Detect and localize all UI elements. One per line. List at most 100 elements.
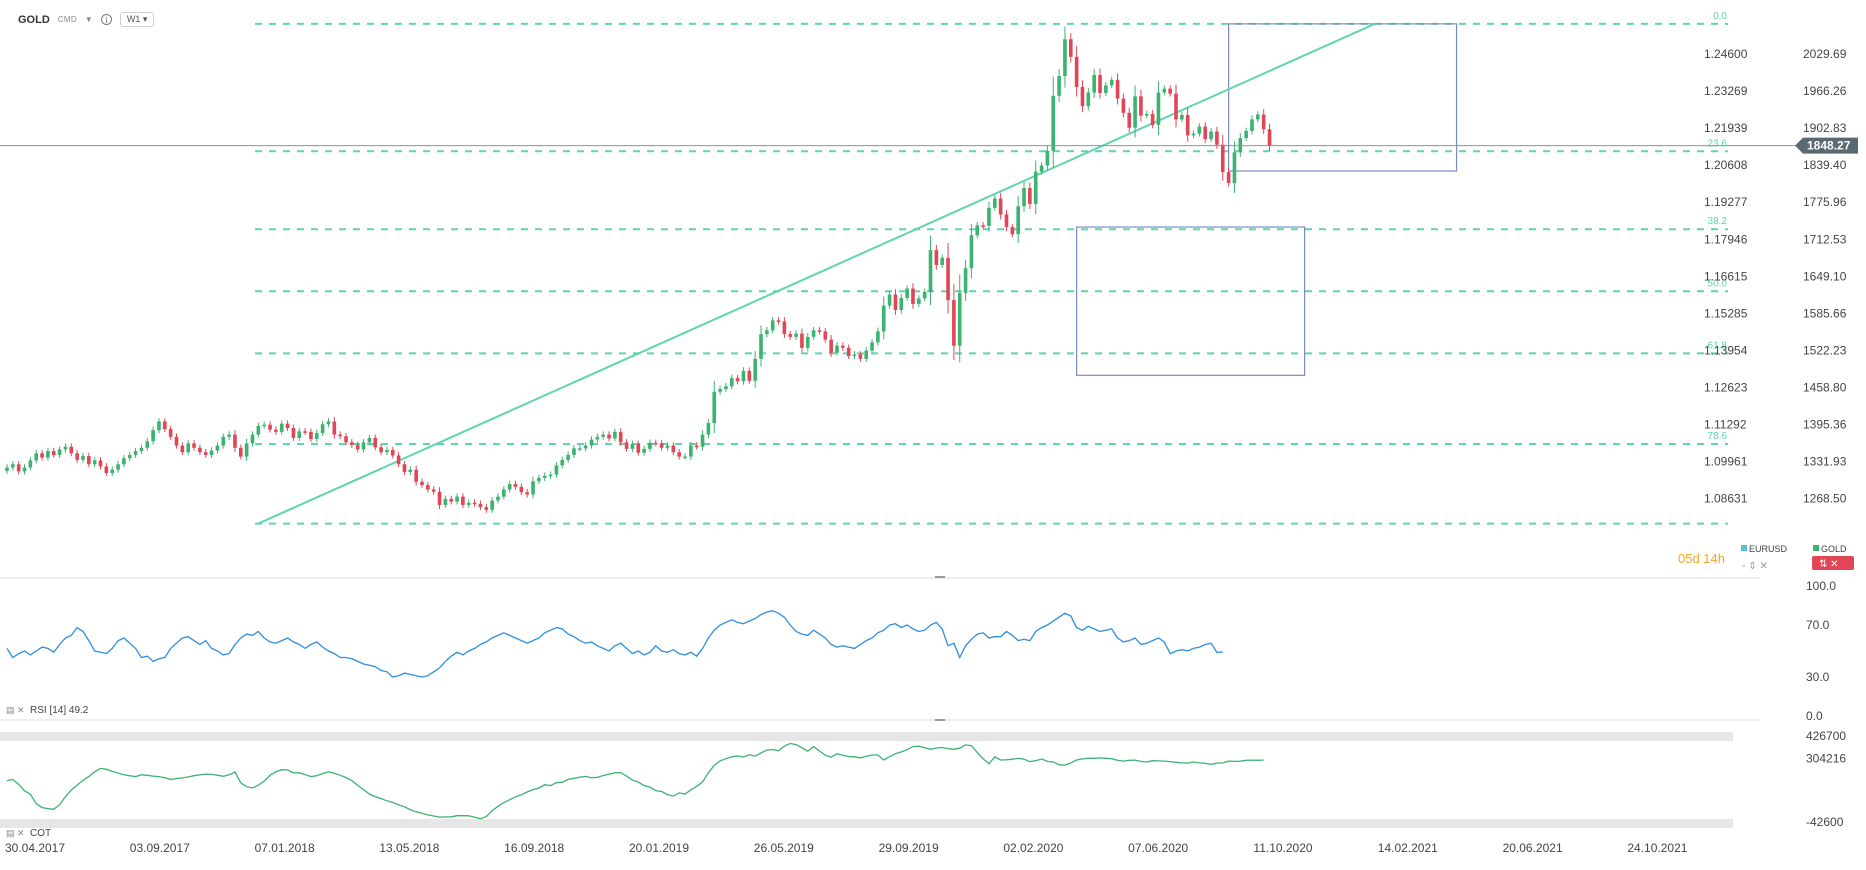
candle-down bbox=[192, 440, 196, 451]
candle-up bbox=[899, 293, 904, 314]
candle-body bbox=[566, 454, 570, 460]
candle-body bbox=[583, 445, 588, 449]
candle-body bbox=[805, 336, 810, 348]
candle-body bbox=[572, 448, 576, 455]
symbol-label[interactable]: GOLD bbox=[18, 13, 50, 26]
candle-body bbox=[560, 459, 565, 466]
candle-body bbox=[1180, 115, 1184, 120]
candle-body bbox=[653, 442, 658, 445]
candle-body bbox=[846, 347, 851, 357]
candle-up bbox=[209, 447, 214, 458]
candle-down bbox=[1080, 80, 1085, 113]
candle-body bbox=[490, 500, 494, 510]
candle-body bbox=[127, 454, 132, 459]
candle-body bbox=[22, 467, 27, 472]
fib-level-label: 38.2 bbox=[1708, 216, 1728, 227]
candle-down bbox=[198, 444, 202, 456]
candle-body bbox=[40, 453, 44, 458]
candle-body bbox=[122, 458, 126, 465]
candle-body bbox=[1080, 87, 1085, 107]
pane-resize-handle bbox=[935, 576, 945, 578]
candle-body bbox=[952, 300, 956, 346]
candle-body bbox=[291, 428, 296, 438]
candle-body bbox=[899, 297, 904, 310]
candle-body bbox=[589, 439, 594, 446]
time-axis-tick: 07.06.2020 bbox=[1128, 841, 1188, 855]
eurusd-legend-label: EURUSD bbox=[1749, 544, 1788, 554]
candle-down bbox=[952, 284, 956, 361]
timeframe-value: W1 bbox=[126, 14, 141, 24]
candle-body bbox=[98, 460, 103, 467]
candle-up bbox=[1016, 196, 1020, 244]
candle-body bbox=[887, 294, 892, 306]
candle-body bbox=[279, 423, 284, 432]
candle-body bbox=[683, 456, 687, 459]
timeframe-select[interactable]: W1 ▾ bbox=[119, 12, 155, 27]
candle-body bbox=[344, 436, 348, 443]
gold-legend-label: GOLD bbox=[1821, 544, 1847, 554]
candle-down bbox=[350, 439, 354, 449]
candle-up bbox=[665, 442, 670, 451]
time-axis-tick: 02.02.2020 bbox=[1003, 841, 1063, 855]
candle-body bbox=[139, 447, 144, 452]
candle-body bbox=[437, 491, 442, 505]
candle-body bbox=[940, 257, 945, 265]
candle-body bbox=[811, 330, 816, 337]
candle-up bbox=[127, 451, 132, 462]
candle-body bbox=[718, 389, 722, 392]
candle-down bbox=[677, 448, 681, 460]
candle-body bbox=[946, 257, 950, 301]
candle-down bbox=[1150, 110, 1155, 129]
candle-up bbox=[1104, 82, 1108, 97]
candle-up bbox=[1197, 123, 1202, 137]
candle-up bbox=[554, 462, 559, 478]
candle-body bbox=[1004, 214, 1009, 228]
candle-body bbox=[145, 441, 150, 448]
chevron-down-icon[interactable]: ▼ bbox=[84, 15, 93, 24]
pane-resize-handle bbox=[935, 719, 945, 721]
candle-body bbox=[741, 370, 746, 382]
candle-up bbox=[1232, 141, 1237, 193]
eurusd-axis-tick: 1.23269 bbox=[1704, 84, 1748, 98]
candle-down bbox=[484, 503, 489, 513]
eurusd-axis-tick: 1.16615 bbox=[1704, 269, 1748, 283]
candle-body bbox=[1162, 88, 1167, 93]
candle-up bbox=[186, 440, 191, 456]
info-icon[interactable]: i bbox=[100, 14, 112, 25]
gold-legend-controls bbox=[1812, 556, 1854, 570]
candle-up bbox=[122, 454, 126, 468]
candle-up bbox=[718, 385, 722, 395]
candle-body bbox=[601, 434, 606, 437]
candle-body bbox=[385, 449, 389, 453]
candle-down bbox=[338, 431, 342, 440]
eurusd-axis-tick: 1.17946 bbox=[1704, 232, 1748, 246]
candle-body bbox=[671, 445, 676, 453]
candle-up bbox=[601, 431, 606, 440]
candle-body bbox=[554, 465, 559, 475]
candle-body bbox=[963, 268, 968, 293]
candle-up bbox=[443, 495, 448, 508]
candle-up bbox=[531, 476, 535, 499]
candle-down bbox=[817, 326, 822, 335]
candle-up bbox=[928, 235, 933, 305]
candle-up bbox=[577, 445, 582, 452]
candle-up bbox=[34, 449, 39, 464]
candle-body bbox=[934, 250, 939, 265]
candle-up bbox=[22, 464, 27, 475]
candle-down bbox=[788, 330, 793, 340]
candle-up bbox=[314, 429, 319, 442]
candle-body bbox=[765, 330, 769, 335]
candle-up bbox=[1063, 26, 1067, 88]
price-axis-tick: 1585.66 bbox=[1803, 306, 1847, 320]
candle-down bbox=[163, 418, 167, 433]
candle-down bbox=[233, 430, 237, 452]
candle-body bbox=[1121, 98, 1126, 113]
candle-countdown: 05d 14h bbox=[1678, 551, 1725, 566]
candle-down bbox=[1226, 168, 1231, 187]
candle-body bbox=[502, 489, 506, 497]
candle-body bbox=[928, 250, 933, 292]
candle-down bbox=[87, 452, 91, 468]
candle-body bbox=[110, 469, 115, 474]
